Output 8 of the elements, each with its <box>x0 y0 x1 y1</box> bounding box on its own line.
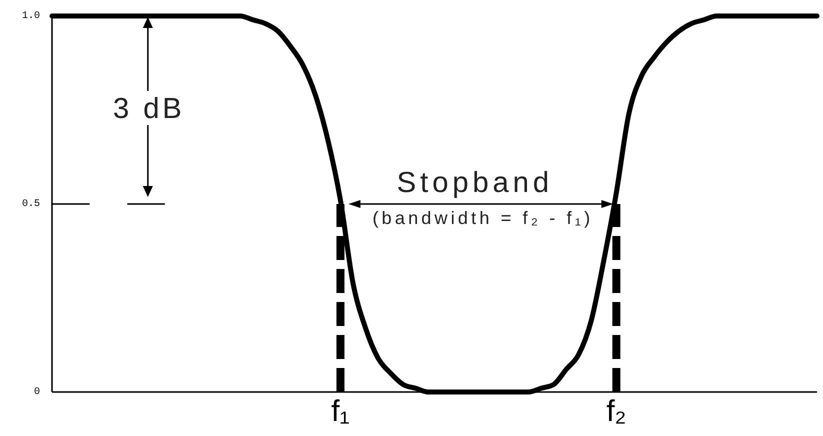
x-tick-label: f₁ <box>331 395 350 428</box>
x-tick-label: f₂ <box>606 395 626 428</box>
y-tick-label: 0.5 <box>22 198 40 210</box>
annotation: 3 dB <box>113 93 185 125</box>
annotation: (bandwidth = f₂ - f₁) <box>372 208 594 228</box>
annotation: Stopband <box>396 167 553 199</box>
y-tick-label: 1.0 <box>22 10 40 22</box>
y-tick-label: 0 <box>34 386 40 398</box>
